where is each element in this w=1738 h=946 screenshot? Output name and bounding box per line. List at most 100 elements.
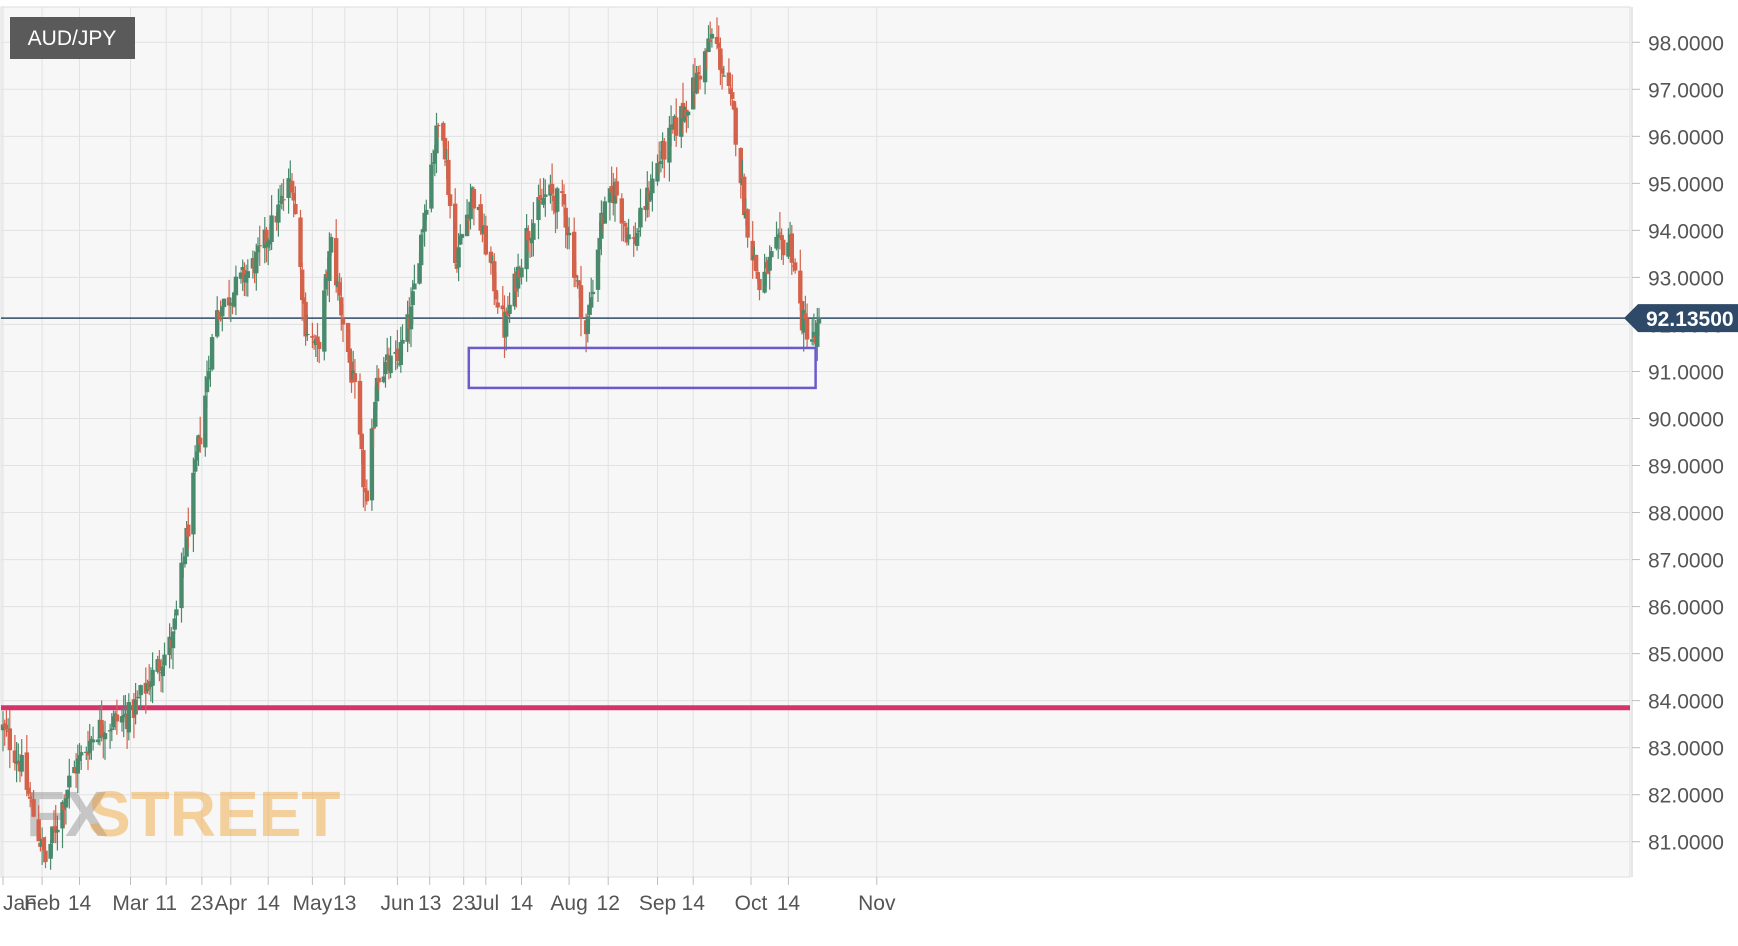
candle-body xyxy=(614,181,619,196)
candle-body xyxy=(48,843,53,859)
candle-body xyxy=(126,702,131,733)
candle-body xyxy=(607,188,613,203)
candle-body xyxy=(327,251,332,281)
candle-body xyxy=(590,291,596,295)
candle-body xyxy=(708,40,713,42)
candle-body xyxy=(769,251,774,258)
candle-body xyxy=(337,282,342,296)
candle-body xyxy=(551,195,556,201)
candle-body xyxy=(563,207,568,228)
x-tick-label: 14 xyxy=(682,892,706,915)
x-tick-label: Feb xyxy=(24,892,60,915)
candle-body xyxy=(300,269,305,301)
candle-body xyxy=(526,231,531,241)
candle-body xyxy=(726,72,732,86)
candle-body xyxy=(447,194,453,207)
candle-body xyxy=(369,428,375,501)
candle-body xyxy=(578,285,584,319)
candle-body xyxy=(658,161,664,164)
candle-body xyxy=(357,380,363,435)
candle-body xyxy=(776,234,781,238)
candle-body xyxy=(815,322,820,347)
candle-body xyxy=(543,194,548,197)
candle-body xyxy=(714,36,720,44)
candle-body xyxy=(303,301,308,337)
x-tick-label: 14 xyxy=(68,892,92,915)
candle-body xyxy=(561,193,567,205)
candle-body xyxy=(157,660,162,671)
candle-body xyxy=(286,178,291,199)
candle-body xyxy=(742,176,747,216)
candle-body xyxy=(549,183,555,194)
candle-body xyxy=(589,297,594,308)
candle-body xyxy=(702,51,708,83)
candle-body xyxy=(504,312,509,337)
candle-body xyxy=(4,724,9,730)
candle-body xyxy=(816,318,822,324)
candle-body xyxy=(216,311,222,317)
candle-body xyxy=(655,163,660,182)
candle-body xyxy=(0,724,6,731)
candle-body xyxy=(376,377,381,383)
candle-body xyxy=(114,714,120,722)
candle-body xyxy=(109,728,114,731)
candle-body xyxy=(459,234,465,238)
candle-body xyxy=(218,318,223,320)
y-tick-label: 87.0000 xyxy=(1648,550,1724,573)
x-tick-label: Jun xyxy=(380,892,414,915)
candle-body xyxy=(803,313,808,320)
candle-body xyxy=(41,837,46,851)
candle-body xyxy=(466,217,471,221)
candle-body xyxy=(102,733,108,740)
candle-body xyxy=(291,192,296,201)
candle-body xyxy=(648,192,653,201)
candle-body xyxy=(779,234,784,241)
support-zone xyxy=(467,346,817,390)
candle-body xyxy=(373,401,378,427)
candle-body xyxy=(267,239,273,245)
candle-body xyxy=(408,306,414,330)
candle-body xyxy=(685,111,691,116)
candle-body xyxy=(226,297,232,306)
candle-body xyxy=(243,274,249,283)
x-tick-label: 11 xyxy=(155,892,177,915)
y-tick-label: 98.0000 xyxy=(1648,32,1724,55)
candle-body xyxy=(138,685,143,696)
candle-body xyxy=(529,238,534,244)
candle-body xyxy=(328,237,334,253)
candle-body xyxy=(410,291,415,306)
candle-body xyxy=(323,274,329,290)
candle-body xyxy=(595,249,601,290)
candle-body xyxy=(232,292,237,307)
candle-body xyxy=(228,302,233,306)
candle-body xyxy=(536,197,541,220)
candle-body xyxy=(174,609,179,616)
candle-body xyxy=(789,233,794,263)
candle-body xyxy=(67,775,72,788)
x-tick-label: Jul xyxy=(472,892,499,915)
candle-body xyxy=(238,272,244,279)
y-grid xyxy=(1,41,1630,843)
candle-body xyxy=(289,181,295,193)
candle-body xyxy=(65,789,70,799)
x-tick-label: Oct xyxy=(735,892,768,915)
candle-body xyxy=(281,199,286,201)
candle-body xyxy=(731,101,737,110)
candle-body xyxy=(172,618,177,630)
candle-body xyxy=(697,75,703,80)
candle-body xyxy=(203,395,208,448)
candle-body xyxy=(706,38,711,53)
candle-body xyxy=(767,256,772,271)
candle-body xyxy=(573,274,579,278)
candle-body xyxy=(750,240,755,261)
x-tick-label: 23 xyxy=(452,892,475,915)
candle-body xyxy=(488,251,494,263)
candle-body xyxy=(191,472,196,535)
current-price-badge-shape xyxy=(1624,304,1738,333)
candle-body xyxy=(315,336,320,345)
candle-body xyxy=(7,728,12,751)
candle-body xyxy=(495,302,500,308)
candle-body xyxy=(26,787,31,794)
